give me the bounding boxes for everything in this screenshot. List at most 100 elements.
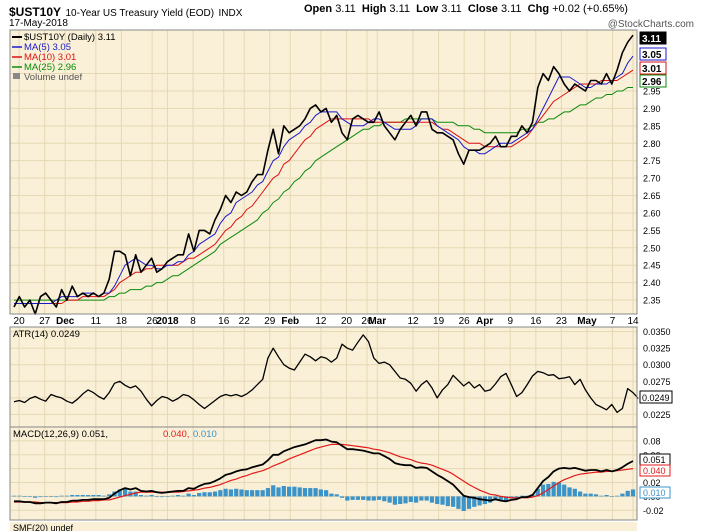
- y-tick-label-atr: 0.0350: [643, 327, 671, 337]
- macd-histogram-bar: [33, 496, 38, 498]
- y-tick-label-price: 2.55: [643, 226, 661, 236]
- exchange-label: INDX: [218, 8, 243, 19]
- macd-histogram-bar: [525, 495, 530, 497]
- panel-bg-atr: [10, 327, 637, 427]
- open-value: 3.11: [335, 3, 356, 15]
- macd-histogram-bar: [625, 490, 630, 497]
- y-tick-label-price: 2.85: [643, 121, 661, 131]
- price-legend-entry: $UST10Y (Daily) 3.11: [24, 32, 116, 43]
- y-tick-label-price: 2.70: [643, 174, 661, 184]
- macd-histogram-bar: [440, 496, 445, 505]
- macd-histogram-bar: [461, 496, 466, 511]
- macd-histogram-bar: [297, 487, 302, 497]
- macd-legend-main: MACD(12,26,9) 0.051,: [13, 429, 108, 440]
- high-label: High: [361, 3, 387, 15]
- macd-histogram-bar: [308, 488, 313, 497]
- x-tick-label: 26: [147, 316, 159, 327]
- y-tick-label-price: 2.65: [643, 191, 661, 201]
- low-label: Low: [416, 3, 439, 15]
- last-value-tag: [639, 31, 667, 45]
- y-tick-label-price: 2.75: [643, 156, 661, 166]
- macd-histogram-bar: [265, 488, 271, 497]
- x-tick-label: 16: [218, 316, 230, 327]
- macd-histogram-bar: [599, 495, 604, 497]
- y-tick-label-price: 2.50: [643, 243, 661, 253]
- macd-histogram-bar: [313, 488, 318, 497]
- chart-date: 17-May-2018: [9, 18, 68, 29]
- macd-histogram-bar: [133, 491, 138, 497]
- macd-histogram-bar: [202, 492, 207, 497]
- macd-histogram-bar: [260, 490, 265, 497]
- macd-histogram-bar: [593, 494, 599, 497]
- macd-histogram-bar: [324, 490, 329, 497]
- macd-histogram-bar: [615, 495, 620, 497]
- macd-histogram-bar: [451, 496, 456, 507]
- x-axis-band: [10, 314, 637, 327]
- macd-histogram-bar: [361, 496, 366, 500]
- y-tick-label-price: 2.35: [643, 296, 661, 306]
- macd-signal-line: [14, 443, 634, 504]
- chg-value: +0.02 (+0.65%): [552, 3, 628, 15]
- macd-histogram-bar: [334, 494, 339, 497]
- macd-last-tag: [639, 486, 671, 499]
- macd-histogram-bar: [472, 496, 477, 507]
- price-legend-entry: MA(5) 3.05: [24, 42, 71, 53]
- last-value-tag: [639, 47, 667, 61]
- macd-histogram-bar: [292, 486, 297, 497]
- atr-legend: ATR(14) 0.0249: [13, 329, 80, 340]
- macd-histogram-bar: [17, 495, 22, 497]
- symbol: $UST10Y: [9, 5, 62, 19]
- macd-histogram-bar: [27, 496, 32, 498]
- macd-histogram-bar: [488, 496, 493, 503]
- macd-histogram-bar: [477, 496, 482, 506]
- macd-histogram-bar: [207, 492, 212, 497]
- macd-histogram-bar: [75, 495, 80, 497]
- panel-bg-price: [10, 30, 637, 314]
- macd-histogram-bar: [577, 491, 583, 497]
- x-tick-label: 26: [361, 316, 373, 327]
- panel-bg-next: [10, 522, 637, 531]
- macd-histogram-bar: [583, 493, 588, 497]
- panel-border-macd: [9, 426, 638, 521]
- chart-header: $UST10Y 10-Year US Treasury Yield (EOD) …: [9, 3, 699, 30]
- macd-histogram-bar: [96, 495, 101, 497]
- y-tick-label-atr: 0.0225: [643, 410, 671, 420]
- macd-line: [14, 438, 634, 505]
- macd-histogram-bar: [11, 495, 17, 497]
- x-tick-label: 26: [459, 316, 471, 327]
- y-tick-label-atr: 0.0325: [643, 344, 671, 354]
- atr-last-label: 0.0249: [642, 393, 670, 403]
- macd-last-tag: [639, 464, 671, 477]
- macd-histogram-bar: [212, 491, 218, 497]
- macd-histogram-bar: [249, 490, 255, 497]
- price-legend-entry: Volume undef: [24, 72, 82, 83]
- macd-histogram-bar: [80, 495, 85, 497]
- x-tick-label: 2018: [156, 316, 179, 327]
- x-tick-label: 23: [556, 316, 568, 327]
- last-value-label: 2.96: [642, 77, 662, 88]
- macd-histogram-bar: [38, 496, 43, 498]
- macd-histogram-bar: [376, 496, 382, 500]
- macd-histogram-bar: [387, 496, 392, 503]
- macd-histogram-bar: [43, 496, 48, 498]
- macd-histogram-bar: [160, 496, 165, 498]
- macd-histogram-bar: [503, 496, 509, 501]
- macd-histogram-bar: [91, 495, 96, 497]
- macd-histogram-bar: [604, 495, 609, 497]
- macd-histogram-bar: [144, 495, 149, 497]
- x-tick-label: May: [577, 316, 597, 327]
- macd-histogram-bar: [355, 496, 361, 500]
- macd-histogram-bar: [239, 489, 244, 497]
- macd-histogram-bar: [276, 487, 281, 497]
- y-tick-label-price: 2.45: [643, 261, 661, 271]
- macd-histogram-bar: [456, 496, 461, 509]
- y-tick-label-atr: 0.0300: [643, 360, 671, 370]
- macd-histogram-bar: [59, 495, 64, 497]
- macd-histogram-bar: [149, 495, 154, 497]
- atr-last-tag: [639, 390, 673, 404]
- chg-label: Chg: [527, 3, 550, 15]
- macd-histogram-bar: [85, 495, 91, 497]
- macd-histogram-bar: [620, 493, 625, 497]
- macd-legend-signal: 0.040,: [163, 429, 189, 440]
